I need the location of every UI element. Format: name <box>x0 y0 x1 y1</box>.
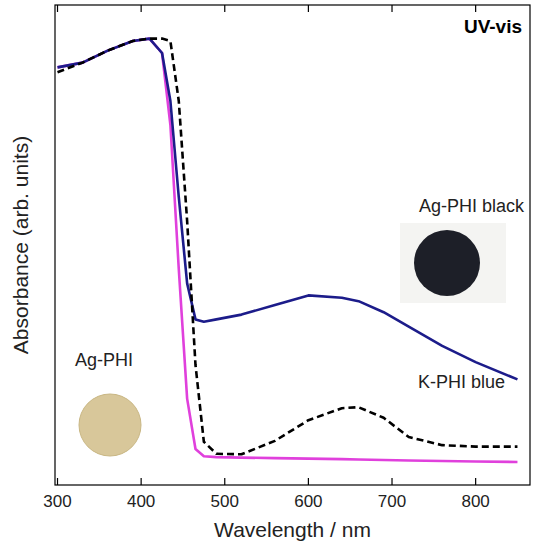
chart: 300 400 500 600 700 800 UV-vis Ag-PHI black Ag-P… <box>0 0 536 549</box>
x-tick <box>141 478 142 485</box>
x-tick <box>308 478 309 485</box>
x-tick-label: 300 <box>43 492 71 511</box>
photo-background <box>400 223 506 303</box>
y-axis-title: Absorbance (arb. units) <box>9 136 32 354</box>
series-label: Ag-PHI <box>75 350 133 370</box>
spectrum-line <box>58 39 518 455</box>
x-tick-top <box>475 5 476 12</box>
x-tick <box>391 478 392 485</box>
title: UV-vis <box>464 16 522 37</box>
x-tick <box>475 478 476 485</box>
series-label: K-PHI blue <box>418 372 505 392</box>
x-tick-top <box>224 5 225 12</box>
x-tick-top <box>57 5 58 12</box>
x-tick-label: 800 <box>461 492 489 511</box>
photo-disc-black <box>414 230 480 296</box>
curves <box>58 39 518 462</box>
x-tick <box>224 478 225 485</box>
x-tick-label: 400 <box>127 492 155 511</box>
photo-disc-beige <box>79 394 141 456</box>
series-label: Ag-PHI black <box>419 196 525 216</box>
x-tick-top <box>308 5 309 12</box>
x-tick-label: 700 <box>378 492 406 511</box>
x-tick-label: 600 <box>294 492 322 511</box>
x-axis-title: Wavelength / nm <box>214 518 371 541</box>
plot-frame <box>55 5 530 485</box>
spectrum-line <box>58 39 518 462</box>
x-tick <box>57 478 58 485</box>
x-tick-top <box>391 5 392 12</box>
x-tick-label: 500 <box>211 492 239 511</box>
x-tick-top <box>141 5 142 12</box>
